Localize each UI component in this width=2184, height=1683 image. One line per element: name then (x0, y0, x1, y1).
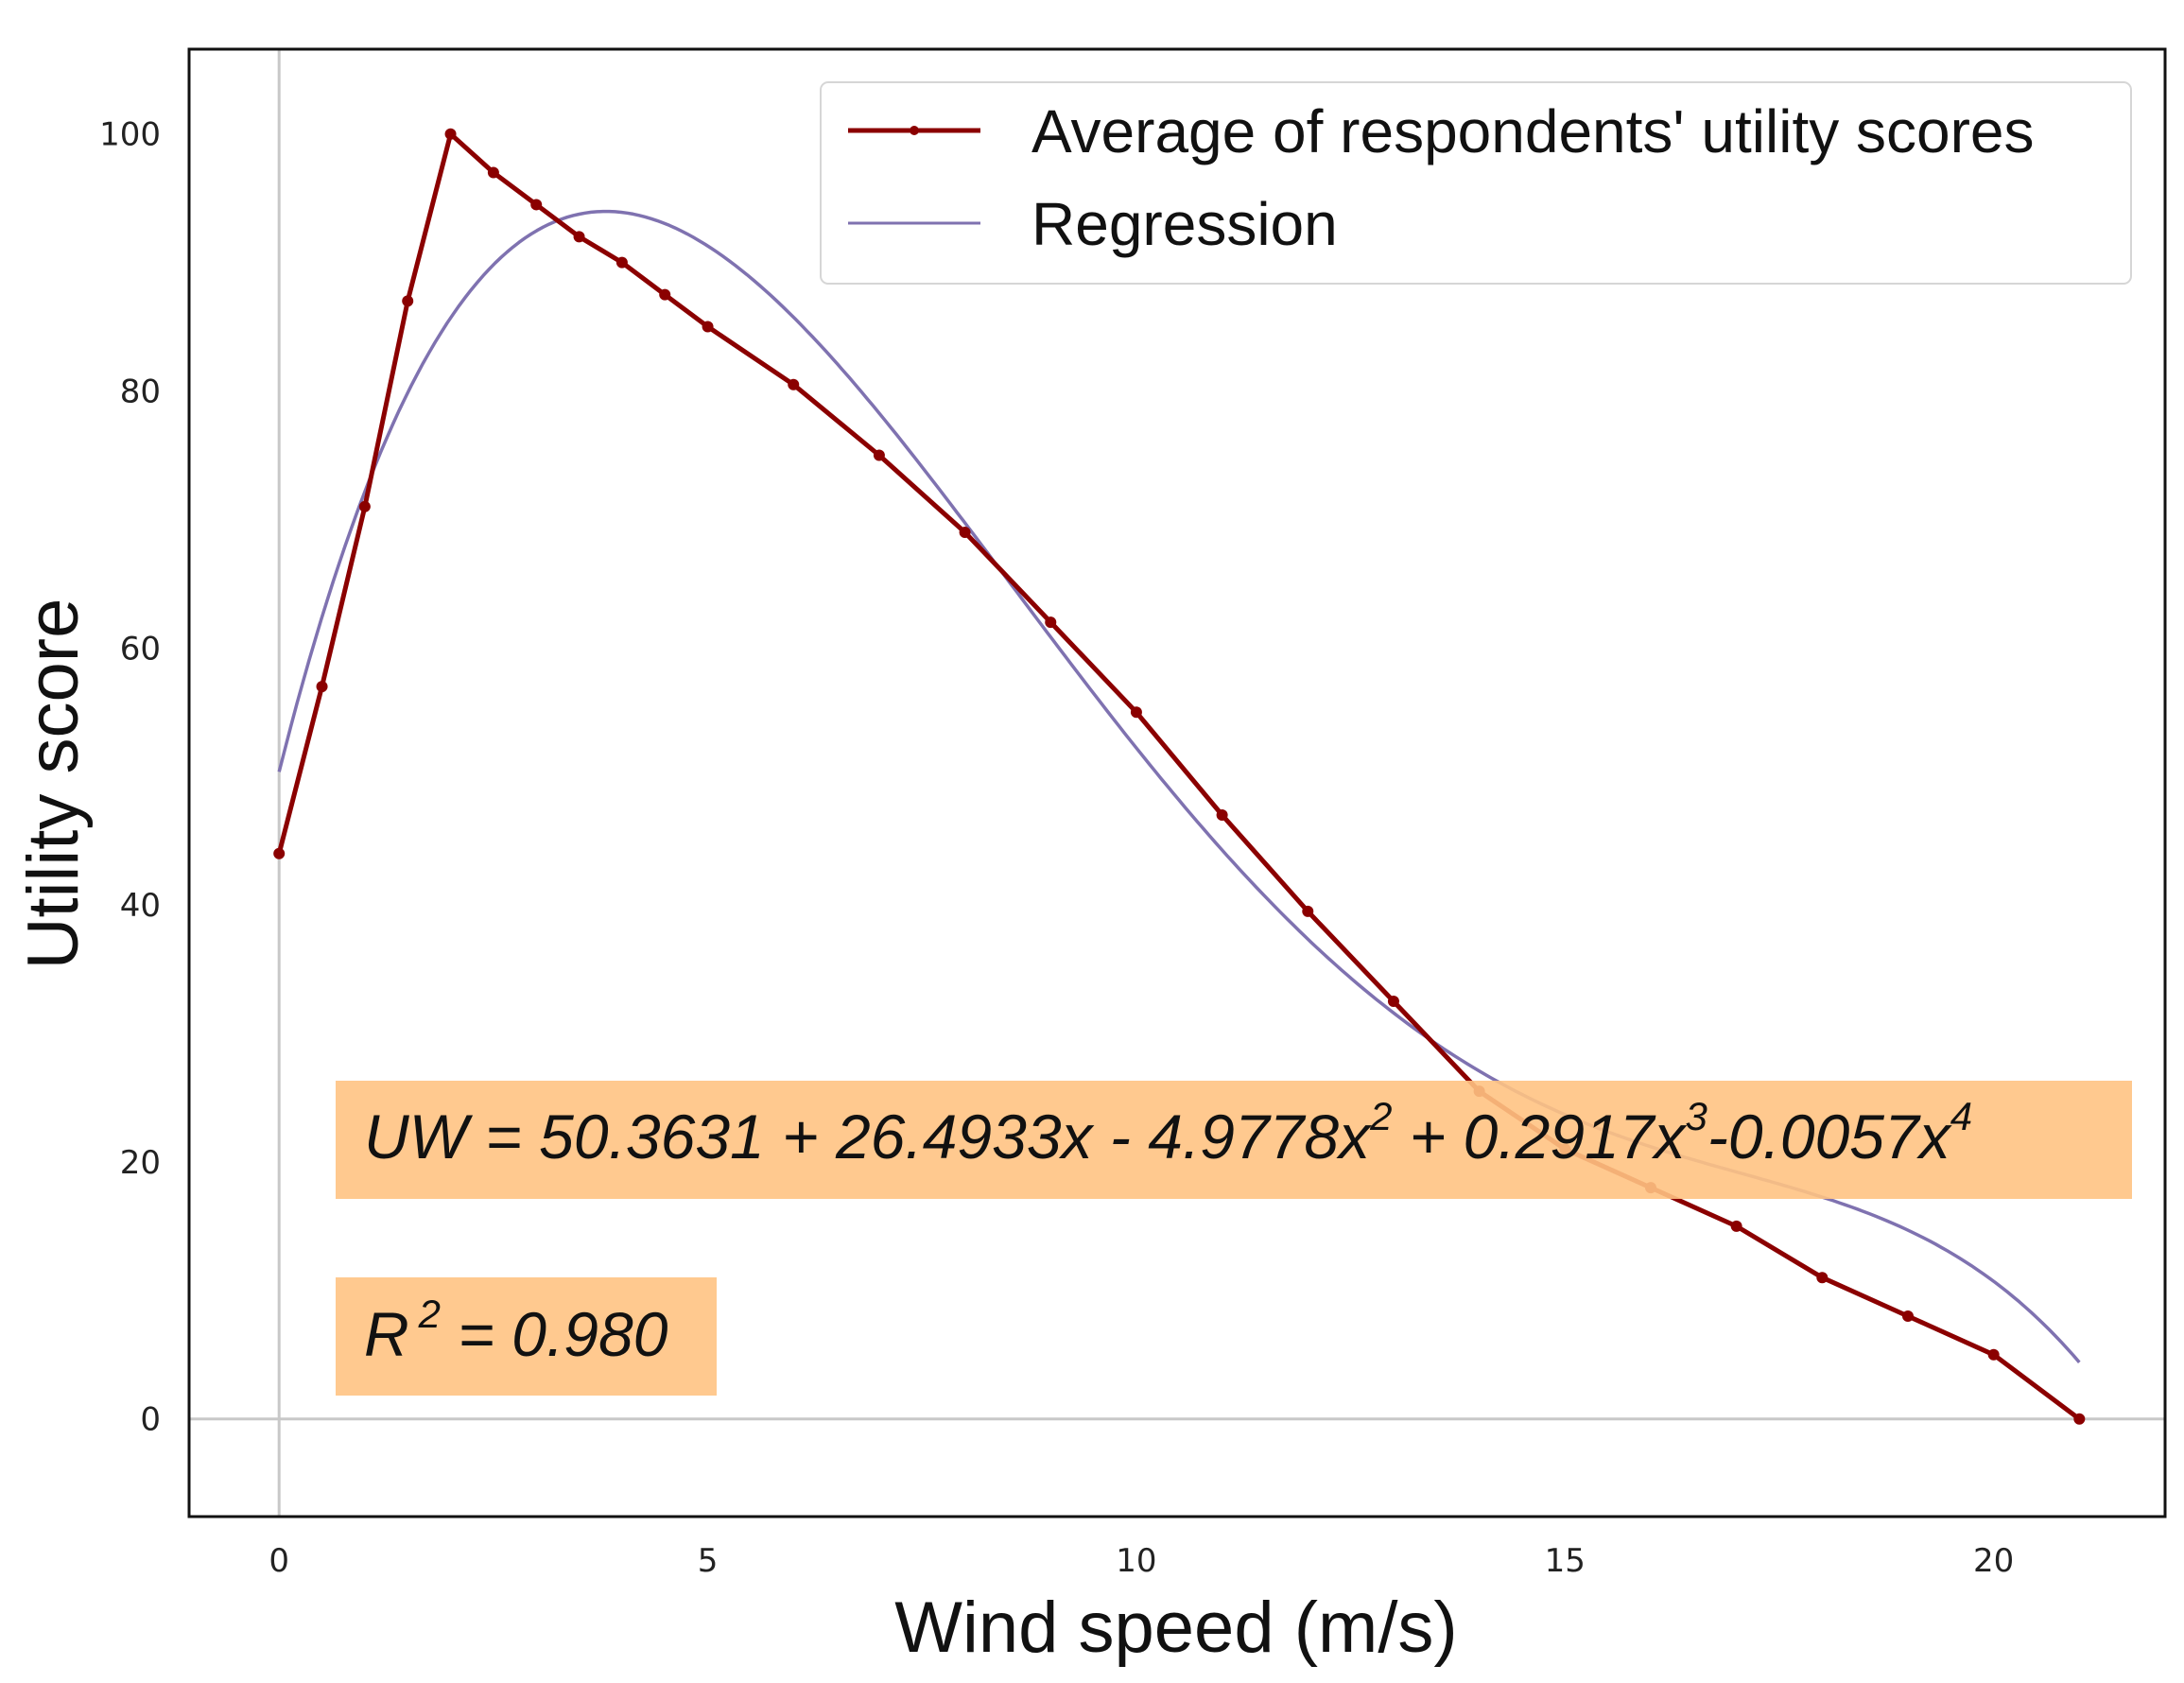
equation-text: UW = 50.3631 + 26.4933x - 4.9778x2 + 0.2… (364, 1094, 1972, 1171)
average-utility-point (1130, 706, 1142, 719)
average-utility-point (573, 231, 585, 243)
x-tick-label: 0 (269, 1542, 289, 1580)
r-squared-box (336, 1277, 717, 1396)
average-utility-point (959, 526, 971, 538)
x-tick-label: 15 (1545, 1542, 1586, 1580)
average-utility-point (873, 449, 885, 461)
y-tick-label: 40 (120, 887, 161, 925)
y-axis-title: Utility score (13, 599, 94, 970)
average-utility-point (316, 681, 328, 693)
legend-box (820, 81, 2132, 285)
legend-label-average: Average of respondents' utility scores (1031, 97, 2035, 165)
equation-part-1: UW = 50.3631 + 26.4933x - 4.9778x (364, 1102, 1372, 1171)
equation-part-3: -0.0057x (1707, 1102, 1952, 1171)
equation-box (336, 1081, 2132, 1199)
y-tick-label: 60 (120, 630, 161, 668)
equation-exponent-4: 4 (1950, 1094, 1972, 1138)
legend: Average of respondents' utility scores R… (820, 81, 2132, 285)
y-tick-label: 80 (120, 373, 161, 410)
average-utility-point (788, 378, 800, 390)
average-utility-point (1387, 996, 1399, 1008)
average-utility-line (276, 131, 2081, 1421)
x-tick-label: 10 (1116, 1542, 1156, 1580)
equation-part-2: + 0.2917x (1392, 1102, 1687, 1171)
average-utility-point (273, 847, 286, 859)
r-squared-letter: R (364, 1299, 409, 1369)
equation-annotation: UW = 50.3631 + 26.4933x - 4.9778x2 + 0.2… (336, 1081, 2132, 1199)
r-squared-exponent: 2 (418, 1292, 441, 1336)
average-utility-point (1730, 1220, 1742, 1232)
average-utility-point (1302, 905, 1314, 917)
r-squared-value: = 0.980 (441, 1299, 668, 1369)
average-utility-point (615, 256, 628, 269)
plot-area-frame (187, 47, 2167, 1518)
y-tick-label: 0 (140, 1401, 161, 1439)
average-utility-point (402, 295, 414, 307)
average-utility-point (702, 321, 714, 333)
average-utility-point (1901, 1310, 1914, 1322)
x-tick-label: 20 (1973, 1542, 2014, 1580)
x-axis-title: Wind speed (m/s) (894, 1588, 1458, 1668)
x-tick-label: 5 (698, 1542, 719, 1580)
average-utility-point (1987, 1348, 2000, 1361)
average-utility-point (530, 199, 543, 211)
average-utility-point (1216, 808, 1228, 821)
average-utility-point (1816, 1272, 1829, 1284)
legend-marker-average (910, 126, 919, 135)
y-tick-label: 100 (99, 116, 161, 154)
equation-exponent-3: 3 (1686, 1094, 1707, 1138)
average-utility-point (487, 166, 499, 179)
legend-label-regression: Regression (1031, 190, 1338, 258)
average-utility-point (358, 500, 371, 512)
y-tick-label: 20 (120, 1144, 161, 1182)
average-utility-point (2073, 1413, 2086, 1425)
average-utility-point (659, 288, 671, 301)
equation-exponent-2: 2 (1369, 1094, 1392, 1138)
average-utility-point (444, 128, 457, 140)
average-utility-point (1045, 616, 1057, 629)
